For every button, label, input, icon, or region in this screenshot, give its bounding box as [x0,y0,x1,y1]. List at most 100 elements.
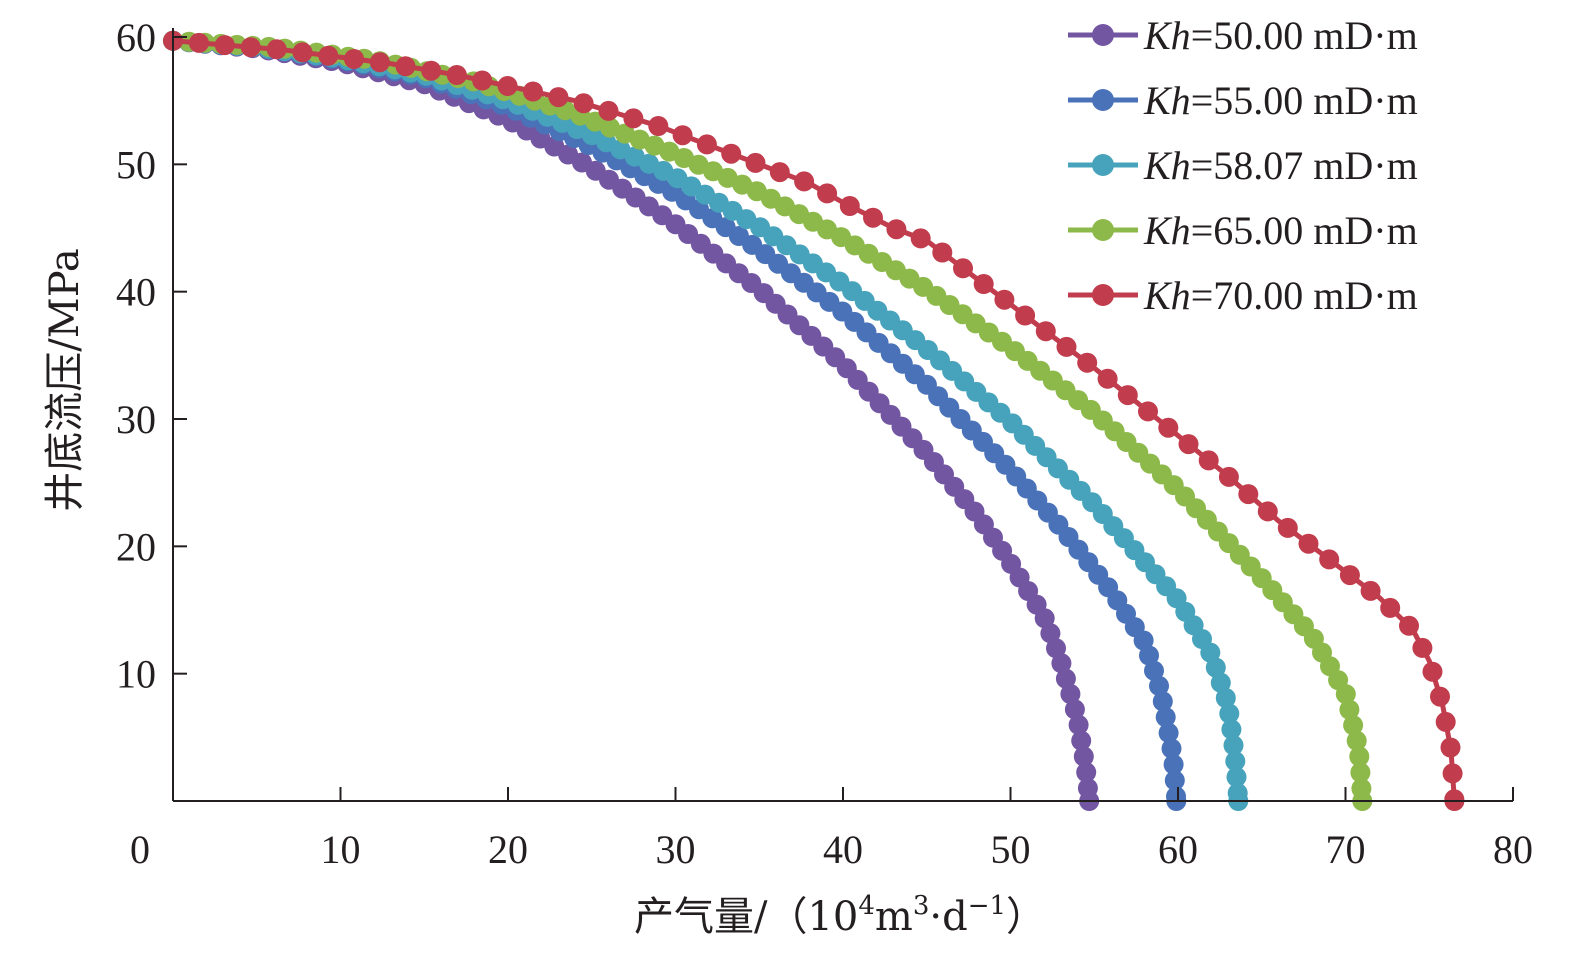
data-point [1339,699,1360,720]
data-point [973,274,994,294]
x-tick-label: 80 [1493,827,1533,872]
x-tick-label: 40 [823,827,863,872]
data-point [1138,401,1158,422]
legend-item: Kh=50.00 mD·m [1068,13,1418,58]
data-point [1077,352,1098,373]
data-point [1346,730,1367,751]
data-point [839,196,860,216]
data-point [472,70,493,91]
data-point [1218,466,1239,487]
data-point [745,152,766,173]
data-point [1055,668,1076,689]
data-point [1164,770,1185,791]
data-point [1422,661,1443,682]
legend-label: Kh=58.07 mD·m [1143,143,1418,188]
legend-item: Kh=58.07 mD·m [1068,143,1418,188]
data-point [1097,368,1118,389]
data-point [1040,623,1061,644]
data-point [240,37,261,58]
legend-swatch-marker [1092,219,1114,241]
data-point [266,39,287,60]
data-point [696,134,717,155]
data-point [1223,735,1244,756]
data-point [1076,762,1097,783]
x-tick-label: 60 [1158,827,1198,872]
data-point [648,116,669,136]
data-point [1205,657,1226,678]
data-point [672,125,693,146]
data-point [1117,385,1138,406]
data-point [1178,434,1199,455]
x-tick-label: 0 [130,827,150,872]
data-point [1257,501,1278,522]
data-point [1056,336,1077,357]
legend-swatch-marker [1092,284,1114,306]
data-point [953,258,973,279]
x-tick-label: 50 [991,827,1031,872]
x-tick-label: 20 [488,827,528,872]
data-point [1225,751,1246,772]
data-point [932,242,953,263]
data-point [573,93,594,114]
data-point [1219,703,1240,724]
data-point [1158,417,1179,438]
data-point [817,183,838,204]
data-point [769,162,790,183]
y-tick-label: 20 [116,524,156,569]
y-tick-label: 30 [116,397,156,442]
y-tick-label: 10 [116,652,156,697]
legend-swatch-marker [1092,89,1114,111]
data-point [886,219,907,240]
data-point [1034,608,1055,629]
data-point [1155,707,1176,728]
data-point [395,56,416,77]
data-point [1298,533,1319,554]
data-point [188,32,209,53]
data-point [1360,580,1381,601]
data-point [1035,321,1056,342]
data-point [1215,688,1236,708]
legend-item: Kh=70.00 mD·m [1068,273,1418,318]
data-point [1149,675,1169,696]
data-point [1226,767,1247,788]
data-point [1349,746,1370,767]
data-point [1319,549,1340,570]
data-point [1435,711,1456,732]
data-point [623,108,644,129]
legend: Kh=50.00 mD·m Kh=55.00 mD·m Kh=58.07 mD·m K… [1068,13,1418,318]
data-point [1158,722,1179,743]
data-point [497,76,518,96]
data-point [1380,597,1401,618]
data-point [910,228,931,249]
data-point [292,42,313,63]
data-point [1440,737,1461,758]
data-point [721,143,742,164]
data-point [1152,691,1173,712]
legend-label: Kh=55.00 mD·m [1143,78,1418,123]
data-point [863,207,883,228]
series-line [172,38,1241,802]
data-point [1430,686,1450,707]
data-point [1335,684,1356,705]
y-axis-title: 井底流压/MPa [42,248,88,511]
data-point [1442,763,1463,784]
data-point [1144,660,1164,681]
data-point [1412,637,1433,658]
series-layer [163,30,1465,811]
data-point [446,65,467,85]
y-tick-label: 50 [116,142,156,187]
data-point [1163,754,1184,775]
data-point [1015,305,1036,326]
data-point [1139,645,1159,666]
x-axis-title: 产气量/（104m3·d−1） [634,891,1046,940]
data-point [1060,684,1081,704]
data-point [318,45,339,66]
x-tick-label: 10 [321,827,361,872]
y-tick-label: 60 [116,15,156,60]
data-point [1046,638,1066,659]
data-point [369,52,390,73]
data-point [1051,653,1072,674]
data-point [1200,642,1221,663]
data-point [1399,615,1419,636]
